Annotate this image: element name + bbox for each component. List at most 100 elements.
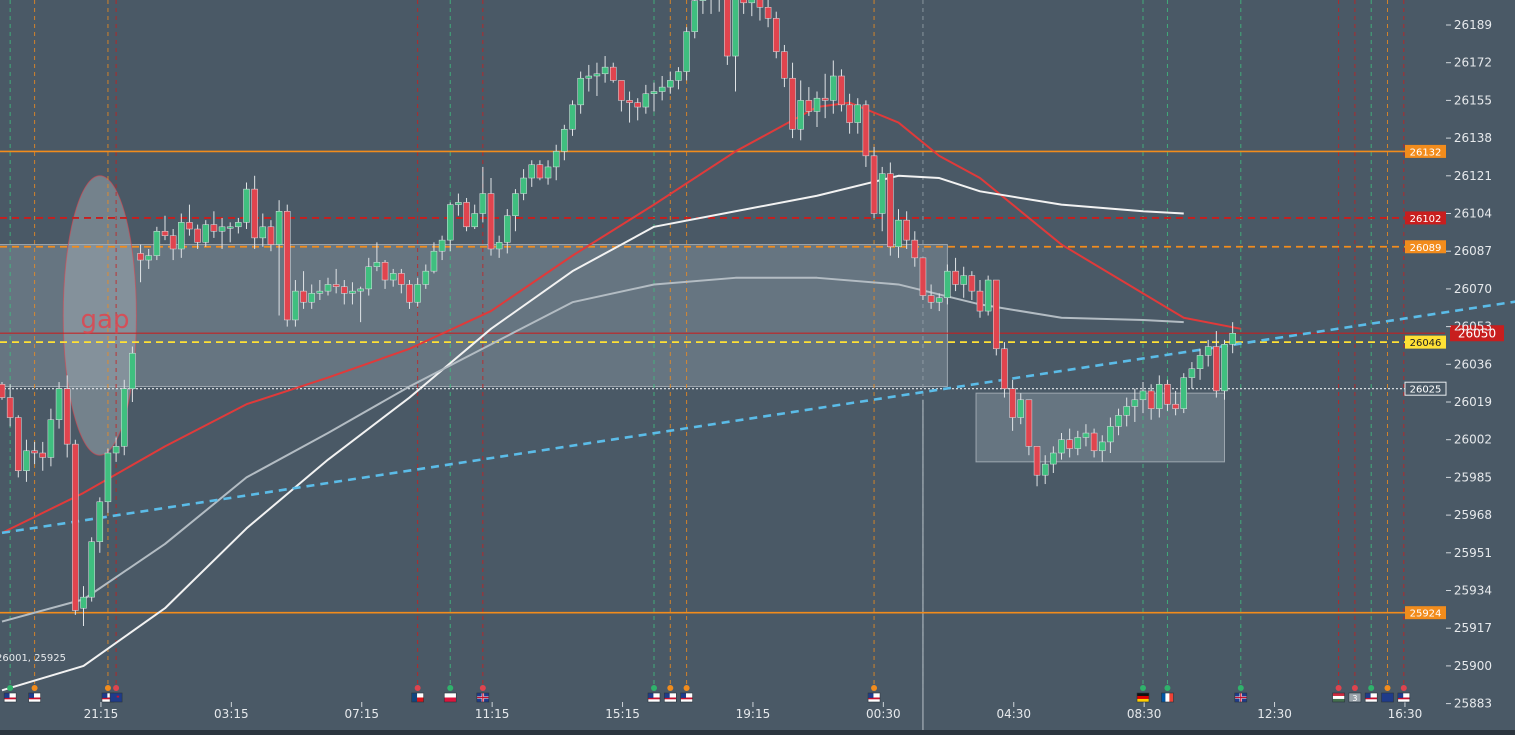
price-level-tag-26089[interactable] [1405,240,1446,254]
flag-gb-icon[interactable] [476,692,490,703]
event-dot-14[interactable] [1335,685,1342,691]
candle-86[interactable] [699,0,707,1]
candle-43[interactable] [349,290,356,294]
candle-3[interactable] [23,450,30,471]
candle-74[interactable] [601,66,609,75]
candle-46[interactable] [373,262,381,267]
candle-22[interactable] [178,222,185,250]
price-level-tag-25924[interactable] [1405,606,1446,620]
candle-128[interactable] [1041,463,1049,476]
candle-56[interactable] [455,202,462,205]
candle-6[interactable] [47,419,55,458]
candle-45[interactable] [365,266,372,290]
candle-37[interactable] [300,290,307,303]
candle-112[interactable] [911,239,919,259]
flag-us-icon[interactable] [680,692,693,703]
candle-96[interactable] [781,51,788,79]
flag-us-icon[interactable] [1364,692,1378,703]
candle-142[interactable] [1156,384,1163,409]
candle-44[interactable] [357,288,364,292]
candle-55[interactable] [447,204,454,241]
candle-100[interactable] [813,97,821,112]
event-dot-11[interactable] [1140,685,1146,691]
candle-11[interactable] [88,541,95,598]
candle-122[interactable] [993,279,1000,350]
candle-72[interactable] [585,75,593,79]
event-dot-1[interactable] [31,685,38,691]
flag-pl-icon[interactable] [443,692,457,703]
event-dot-3[interactable] [113,685,120,691]
candle-32[interactable] [259,226,267,239]
candle-147[interactable] [1196,355,1204,369]
candle-0[interactable] [0,384,6,398]
flag-us-icon[interactable] [867,692,881,703]
candle-4[interactable] [31,450,38,454]
candle-137[interactable] [1115,415,1122,427]
candle-145[interactable] [1180,377,1187,409]
candle-116[interactable] [944,270,951,299]
candle-117[interactable] [952,270,959,285]
flag-eu-icon[interactable] [1381,692,1394,703]
candle-95[interactable] [773,18,780,52]
candle-150[interactable] [1221,344,1228,392]
candle-66[interactable] [536,164,544,179]
candle-36[interactable] [292,290,299,321]
candle-132[interactable] [1074,437,1082,449]
candle-111[interactable] [903,219,910,241]
candle-51[interactable] [414,284,421,303]
candle-102[interactable] [830,75,837,101]
candle-14[interactable] [112,446,120,454]
candle-76[interactable] [618,80,625,101]
candle-140[interactable] [1139,390,1147,401]
flag-3-icon[interactable]: 3 [1348,692,1362,703]
candle-103[interactable] [838,75,845,106]
candle-118[interactable] [960,275,967,285]
candle-29[interactable] [235,222,242,228]
flag-cz-icon[interactable] [411,692,424,703]
candle-41[interactable] [332,284,340,287]
candle-99[interactable] [805,100,813,112]
candle-135[interactable] [1099,441,1106,452]
candle-121[interactable] [984,279,992,312]
candle-108[interactable] [878,173,886,214]
candle-90[interactable] [732,0,739,57]
price-level-tag-26102[interactable] [1405,211,1446,225]
candle-53[interactable] [430,250,438,272]
candle-144[interactable] [1172,403,1179,409]
candle-151[interactable] [1229,333,1236,345]
candle-47[interactable] [381,262,389,281]
candle-92[interactable] [748,0,756,4]
candle-40[interactable] [324,284,332,292]
candle-110[interactable] [895,219,902,248]
candle-2[interactable] [15,417,22,471]
candle-149[interactable] [1213,346,1220,392]
candle-138[interactable] [1123,406,1130,416]
candle-73[interactable] [593,73,601,77]
candle-33[interactable] [267,226,275,245]
candle-75[interactable] [610,66,617,81]
event-dot-6[interactable] [479,685,486,691]
flag-de-icon[interactable] [1136,692,1150,703]
flag-gb-icon[interactable] [1234,692,1248,703]
candle-49[interactable] [398,273,405,285]
price-level-tag-26050[interactable] [1450,325,1504,342]
candle-8[interactable] [63,388,71,445]
flag-us-icon[interactable] [3,692,17,703]
candle-65[interactable] [528,164,535,179]
candle-5[interactable] [39,452,46,458]
candle-58[interactable] [471,213,478,228]
candle-119[interactable] [968,275,976,292]
candle-23[interactable] [186,222,193,230]
event-dot-18[interactable] [1400,685,1407,691]
candle-124[interactable] [1009,388,1016,418]
candle-7[interactable] [55,388,63,420]
candle-134[interactable] [1090,432,1098,452]
candle-9[interactable] [72,443,79,611]
candle-97[interactable] [789,77,796,130]
candle-17[interactable] [137,253,144,261]
candle-59[interactable] [479,193,487,214]
candle-24[interactable] [194,228,201,243]
candle-64[interactable] [520,177,527,194]
flag-us-icon[interactable] [663,692,677,703]
